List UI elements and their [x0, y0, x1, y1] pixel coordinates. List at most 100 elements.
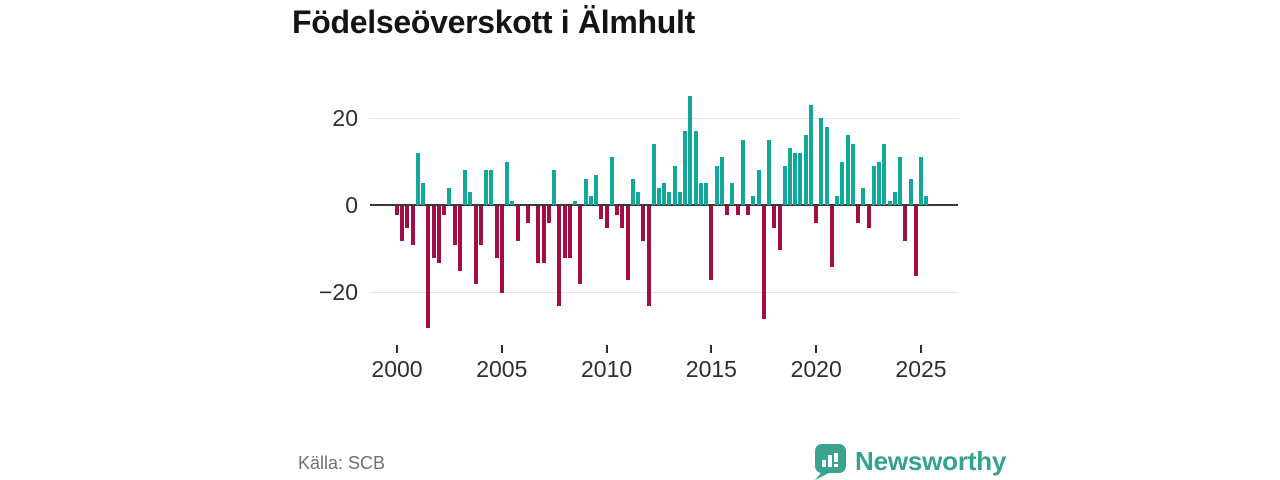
source-text: Källa: SCB	[298, 453, 386, 473]
bar-2016q4	[746, 206, 751, 215]
gridline--20	[370, 292, 958, 293]
bar-2016q1	[730, 183, 735, 205]
x-tick-2015	[710, 345, 713, 353]
bar-2004q4	[494, 206, 499, 259]
bar-2007q2	[546, 206, 551, 224]
bar-2020q4	[829, 206, 834, 267]
bar-2015q1	[709, 206, 714, 280]
bar-2022q1	[856, 206, 861, 224]
bar-2017q4	[767, 139, 772, 205]
y-axis-label-20: 20	[332, 105, 358, 131]
bar-2012q2	[651, 144, 656, 205]
bar-2017q3	[761, 206, 766, 320]
bar-2009q3	[594, 174, 599, 205]
x-axis-label-2005: 2005	[476, 356, 528, 382]
bar-2004q2	[484, 170, 489, 205]
x-axis-label-2025: 2025	[895, 356, 947, 382]
bar-2008q3	[573, 200, 578, 205]
bar-2018q3	[782, 165, 787, 205]
y-axis-label-0: 0	[345, 192, 358, 218]
bar-2010q1	[604, 206, 609, 228]
bar-2014q4	[704, 183, 709, 205]
chart-title: Födelseöverskott i Älmhult	[292, 4, 695, 40]
bar-2001q3	[426, 206, 431, 328]
bar-2013q1	[667, 191, 672, 205]
bar-2002q4	[452, 206, 457, 246]
bar-2003q4	[473, 206, 478, 285]
bar-2024q2	[903, 206, 908, 241]
bar-2003q1	[457, 206, 462, 272]
bar-2009q2	[588, 196, 593, 205]
bar-2023q4	[892, 191, 897, 205]
bar-2011q4	[641, 206, 646, 241]
bar-2025q2	[924, 196, 929, 205]
bar-2016q2	[735, 206, 740, 215]
bar-2009q4	[599, 206, 604, 220]
bar-2014q3	[698, 183, 703, 205]
bar-2001q4	[431, 206, 436, 259]
bar-2002q1	[436, 206, 441, 263]
x-tick-2010	[605, 345, 608, 353]
bar-2024q4	[913, 206, 918, 276]
bar-2000q4	[410, 206, 415, 246]
bar-2021q1	[835, 196, 840, 205]
bar-2014q1	[688, 96, 693, 205]
bar-2001q2	[421, 183, 426, 205]
bar-2016q3	[740, 139, 745, 205]
bar-2024q3	[908, 178, 913, 205]
bar-2013q3	[677, 191, 682, 205]
bar-2006q2	[526, 206, 530, 224]
newsworthy-logo-icon	[814, 443, 847, 480]
bar-2007q3	[552, 170, 557, 205]
bar-2013q4	[683, 131, 688, 205]
bar-2003q2	[463, 170, 468, 205]
bar-2007q1	[541, 206, 546, 263]
bar-2005q1	[499, 206, 504, 293]
bar-2012q3	[657, 187, 661, 205]
x-tick-2000	[396, 345, 398, 353]
bar-2017q1	[751, 196, 756, 205]
x-tick-2020	[815, 345, 818, 353]
bar-2022q3	[866, 206, 871, 228]
bar-2004q1	[478, 206, 483, 246]
bar-2015q4	[725, 206, 730, 215]
bar-2023q3	[887, 200, 892, 205]
bar-2008q2	[567, 206, 572, 259]
bar-2021q3	[845, 135, 850, 205]
bar-2022q2	[861, 187, 866, 205]
bar-2020q2	[819, 118, 824, 205]
bar-2007q4	[557, 206, 562, 307]
bar-2011q2	[630, 178, 635, 205]
bar-2010q3	[615, 206, 620, 215]
bar-2008q1	[562, 206, 567, 259]
bar-2009q1	[583, 178, 588, 205]
bar-2021q2	[840, 161, 845, 205]
bar-2000q3	[405, 206, 410, 228]
bar-2018q4	[788, 148, 792, 205]
bar-2025q1	[919, 157, 923, 205]
bar-2020q3	[824, 126, 829, 205]
bar-2014q2	[693, 131, 698, 205]
bar-2002q3	[447, 187, 452, 205]
bar-2023q1	[877, 161, 882, 205]
bar-2012q1	[646, 206, 651, 307]
gridline-20	[370, 118, 958, 119]
bar-2005q4	[515, 206, 520, 241]
bar-2022q4	[871, 165, 876, 205]
x-axis-label-2015: 2015	[685, 356, 737, 382]
bar-2004q3	[489, 170, 494, 205]
bar-2005q2	[505, 161, 510, 205]
bar-2024q1	[898, 157, 903, 205]
bar-2015q3	[719, 157, 724, 205]
brand-name: Newsworthy	[855, 446, 1007, 476]
bar-2017q2	[756, 170, 761, 205]
bar-2008q4	[578, 206, 583, 285]
bar-2018q2	[777, 206, 782, 250]
bar-2000q1	[395, 206, 399, 215]
bar-2003q3	[468, 191, 473, 205]
bar-2013q2	[672, 165, 677, 205]
bar-2011q3	[636, 191, 641, 205]
bar-2012q4	[662, 183, 667, 205]
bar-2010q4	[620, 206, 625, 228]
